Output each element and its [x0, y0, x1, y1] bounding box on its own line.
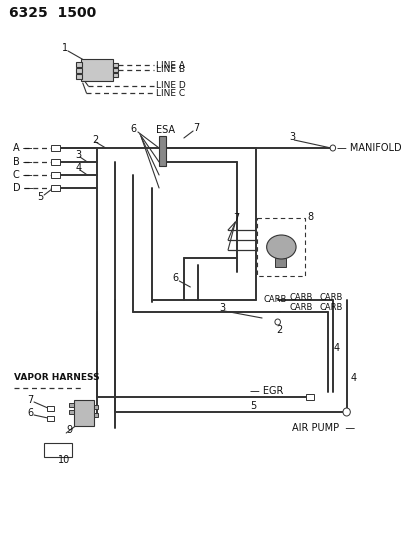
Text: 7: 7 [193, 123, 200, 133]
Bar [51, 172, 60, 178]
Text: A —: A — [13, 143, 32, 153]
Text: — EGR: — EGR [250, 386, 284, 396]
Text: D —: D — [13, 183, 33, 193]
Text: 4: 4 [75, 163, 82, 173]
Bar [81, 59, 113, 81]
Text: CARB: CARB [290, 303, 313, 312]
Bar [51, 185, 60, 191]
Bar [69, 403, 75, 407]
Text: CARB: CARB [290, 293, 313, 302]
Text: 2: 2 [276, 325, 282, 335]
Circle shape [343, 408, 350, 416]
Text: 6325  1500: 6325 1500 [9, 6, 96, 20]
Text: 7: 7 [28, 395, 34, 405]
Text: AIR PUMP  —: AIR PUMP — [293, 423, 355, 433]
Circle shape [330, 145, 336, 151]
Text: LINE D: LINE D [156, 82, 186, 91]
Bar [69, 410, 75, 414]
Text: 4: 4 [334, 343, 340, 353]
Text: 6: 6 [131, 124, 137, 134]
Bar [257, 218, 305, 276]
Bar [275, 258, 286, 267]
Bar [159, 136, 166, 166]
Ellipse shape [267, 235, 296, 259]
Text: 2: 2 [92, 135, 98, 145]
Bar [306, 394, 313, 400]
Bar [47, 406, 54, 410]
Bar [51, 145, 60, 151]
Bar [113, 68, 118, 72]
Bar [73, 400, 94, 426]
Bar [51, 159, 60, 165]
Text: LINE B: LINE B [156, 66, 185, 75]
Bar [76, 68, 82, 73]
Circle shape [275, 319, 280, 325]
Text: ESA: ESA [156, 125, 175, 135]
Text: 6: 6 [173, 273, 179, 283]
Text: 3: 3 [219, 303, 225, 313]
Text: 10: 10 [58, 455, 70, 465]
Text: 7: 7 [233, 213, 240, 223]
Text: — MANIFOLD: — MANIFOLD [337, 143, 402, 153]
Text: 5: 5 [37, 192, 43, 202]
Bar [94, 413, 98, 417]
Bar [44, 443, 72, 457]
Text: B —: B — [13, 157, 33, 167]
Text: LINE C: LINE C [156, 88, 186, 98]
Text: C —: C — [13, 170, 33, 180]
Text: CARB: CARB [320, 293, 344, 302]
Text: CARB: CARB [320, 303, 344, 312]
Bar [94, 405, 98, 409]
Bar [76, 74, 82, 79]
Text: 8: 8 [307, 212, 313, 222]
Text: 3: 3 [75, 150, 82, 160]
Text: 1: 1 [62, 43, 68, 53]
Text: CARB: CARB [264, 295, 287, 304]
Bar [47, 416, 54, 421]
Text: 9: 9 [66, 425, 72, 435]
Bar [76, 62, 82, 67]
Text: 3: 3 [290, 132, 296, 142]
Text: 4: 4 [350, 373, 357, 383]
Text: 6: 6 [28, 408, 34, 418]
Text: VAPOR HARNESS: VAPOR HARNESS [14, 374, 100, 383]
Bar [113, 73, 118, 77]
Text: 5: 5 [250, 401, 256, 411]
Bar [113, 63, 118, 67]
Text: LINE A: LINE A [156, 61, 185, 69]
